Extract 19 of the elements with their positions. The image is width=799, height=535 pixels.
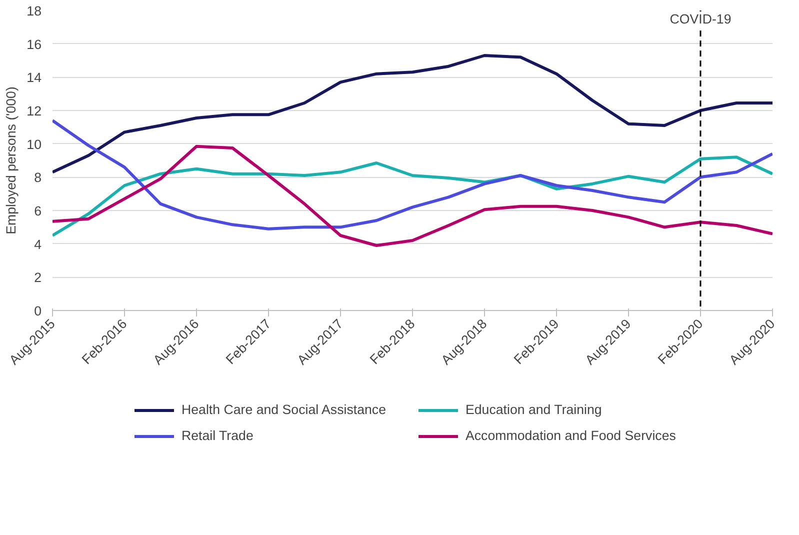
line-series — [52, 119, 772, 230]
y-tick-label: 2 — [34, 270, 42, 286]
y-tick-label: 14 — [26, 70, 42, 86]
legend-label: Health Care and Social Assistance — [182, 402, 387, 417]
y-tick-label: 8 — [34, 170, 42, 186]
legend-label: Education and Training — [466, 402, 603, 417]
y-tick-label: 4 — [34, 236, 42, 252]
ref-line-label: COVID-19 — [670, 12, 732, 26]
line-series — [52, 144, 772, 247]
y-tick-label: 16 — [26, 36, 42, 52]
y-tick-label: 18 — [26, 4, 42, 18]
y-tick-label: 0 — [34, 304, 42, 318]
legend-label: Retail Trade — [182, 428, 254, 443]
y-tick-label: 6 — [34, 204, 42, 218]
y-tick-label: 10 — [26, 136, 42, 152]
legend-label: Accommodation and Food Services — [466, 428, 677, 443]
line-series — [52, 54, 772, 174]
y-axis-title: Employed persons ('000) — [4, 86, 19, 234]
y-tick-label: 12 — [26, 104, 42, 118]
